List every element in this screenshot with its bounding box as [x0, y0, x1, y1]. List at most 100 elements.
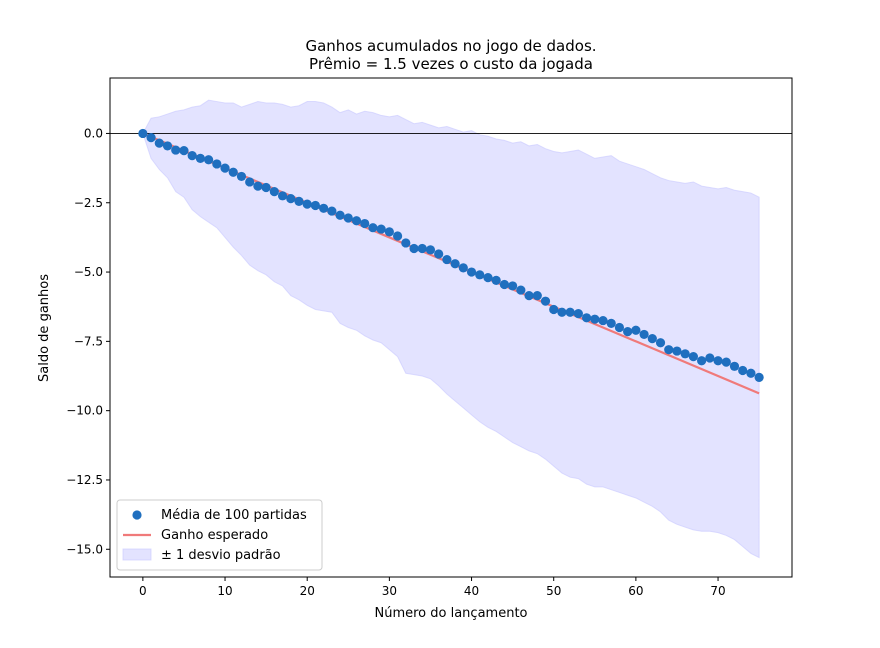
mean-point	[376, 224, 386, 234]
chart-title-line-1: Ganhos acumulados no jogo de dados.	[305, 37, 596, 55]
mean-point	[754, 372, 764, 382]
mean-point	[631, 325, 641, 335]
mean-point	[581, 313, 592, 323]
mean-point	[680, 349, 690, 359]
mean-point	[351, 216, 362, 226]
mean-point	[286, 193, 296, 204]
mean-point	[212, 159, 222, 169]
mean-point	[343, 213, 353, 223]
mean-point	[705, 353, 715, 363]
y-tick-label: −7.5	[74, 334, 103, 348]
mean-point	[204, 155, 214, 165]
mean-point	[360, 218, 370, 229]
y-tick-label: −10.0	[66, 404, 103, 418]
mean-point	[697, 356, 707, 366]
mean-point	[524, 291, 534, 301]
mean-point	[162, 141, 173, 151]
mean-point	[417, 243, 427, 254]
mean-point	[434, 249, 444, 259]
mean-point	[590, 314, 600, 324]
mean-point	[499, 279, 510, 290]
mean-point	[623, 327, 633, 337]
legend-label-band: ± 1 desvio padrão	[161, 548, 281, 563]
mean-point	[450, 259, 460, 269]
chart-title-line-2: Prêmio = 1.5 vezes o custo da jogada	[309, 55, 593, 73]
mean-point	[532, 291, 542, 301]
mean-point	[655, 338, 666, 348]
y-tick-label: −12.5	[66, 473, 103, 487]
legend: Média de 100 partidas Ganho esperado ± 1 d…	[116, 499, 323, 571]
x-tick-label: 50	[546, 584, 561, 598]
mean-point	[491, 275, 501, 285]
mean-point	[729, 361, 740, 371]
mean-point	[187, 151, 197, 161]
mean-point	[294, 196, 304, 206]
y-tick-label: −15.0	[66, 542, 103, 556]
mean-point	[565, 307, 575, 317]
mean-point	[392, 231, 403, 241]
plot-frame	[109, 77, 793, 578]
mean-point	[688, 352, 698, 362]
mean-point	[319, 203, 329, 213]
x-tick-label: 70	[710, 584, 725, 598]
mean-point	[277, 191, 288, 201]
y-tick-label: 0.0	[84, 126, 103, 140]
mean-point	[614, 322, 625, 333]
mean-point	[442, 254, 452, 265]
mean-point	[557, 307, 567, 317]
mean-point	[458, 263, 468, 273]
legend-label-expected: Ganho esperado	[161, 528, 268, 543]
y-axis-label: Saldo de ganhos	[37, 274, 52, 382]
mean-point	[425, 245, 436, 255]
mean-point	[540, 296, 551, 306]
mean-point	[483, 273, 493, 283]
legend-marker-mean	[132, 510, 142, 520]
x-tick-label: 60	[628, 584, 643, 598]
mean-point	[179, 146, 189, 156]
mean-point	[639, 329, 649, 340]
mean-point	[327, 206, 337, 216]
mean-point	[146, 133, 156, 143]
mean-point	[302, 199, 312, 209]
legend-label-mean: Média de 100 partidas	[161, 508, 307, 523]
mean-point	[220, 163, 230, 173]
mean-point	[384, 227, 394, 237]
mean-point	[409, 243, 419, 254]
mean-point	[401, 238, 411, 248]
mean-point	[253, 181, 263, 191]
mean-point	[573, 309, 583, 319]
mean-point	[664, 345, 674, 355]
mean-point	[310, 200, 321, 211]
y-tick-label: −2.5	[74, 196, 103, 210]
mean-point	[713, 356, 723, 366]
legend-box	[116, 499, 323, 571]
plot-area: 0 10 20 30 40 50 60 70 0.0 −2.5 −5.0 −7.5 −10.0 −12.5…	[66, 77, 793, 598]
mean-point	[245, 177, 255, 187]
x-tick-label: 30	[382, 584, 397, 598]
mean-point	[269, 187, 279, 197]
legend-marker-band	[122, 548, 152, 561]
mean-point	[171, 145, 181, 155]
x-axis-label: Número do lançamento	[375, 606, 528, 621]
x-tick-label: 10	[217, 584, 232, 598]
mean-point	[516, 285, 526, 295]
x-tick-label: 20	[300, 584, 315, 598]
mean-point	[335, 210, 345, 220]
y-tick-label: −5.0	[74, 265, 103, 279]
mean-point	[475, 270, 485, 280]
x-tick-label: 40	[464, 584, 479, 598]
mean-point	[647, 333, 657, 344]
mean-point	[508, 281, 518, 291]
mean-point	[368, 223, 378, 233]
mean-point	[236, 171, 247, 182]
mean-point	[738, 365, 748, 376]
mean-point	[549, 304, 559, 315]
mean-point	[598, 315, 608, 326]
mean-point	[195, 153, 205, 163]
mean-point	[672, 346, 682, 356]
mean-point	[261, 182, 271, 193]
mean-point	[228, 167, 238, 177]
mean-point	[721, 357, 731, 367]
mean-point	[138, 128, 148, 139]
